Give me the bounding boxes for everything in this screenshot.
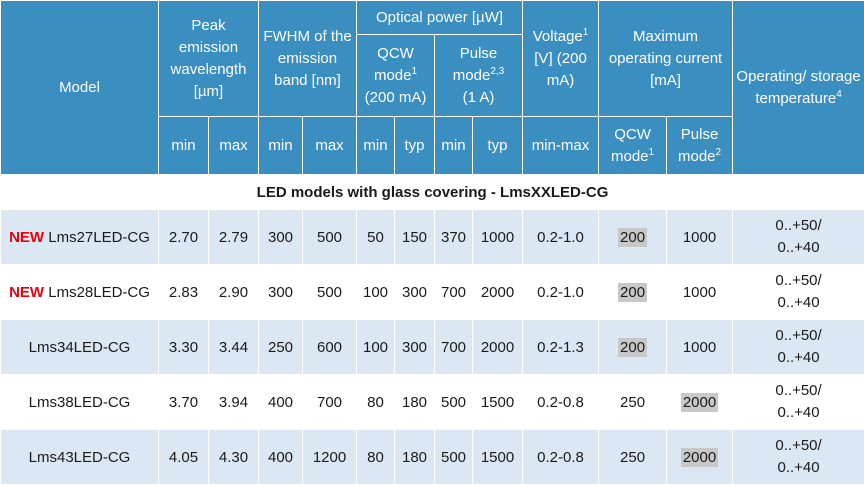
cell-cur-pulse: 2000 bbox=[667, 430, 733, 485]
col-header-peak-wavelength: Peak emission wavelength [µm] bbox=[159, 1, 259, 117]
new-badge: NEW bbox=[9, 284, 44, 301]
cell-peak-min: 2.83 bbox=[159, 265, 209, 320]
col-header-optical-power: Optical power [µW] bbox=[357, 1, 523, 35]
cell-pulse-typ: 1500 bbox=[473, 430, 523, 485]
cell-pulse-typ: 2000 bbox=[473, 320, 523, 375]
cell-pulse-typ: 2000 bbox=[473, 265, 523, 320]
cell-peak-max: 3.94 bbox=[209, 375, 259, 430]
subheader-min-max: min-max bbox=[523, 117, 599, 175]
col-header-model: Model bbox=[1, 1, 159, 175]
cell-voltage: 0.2-1.0 bbox=[523, 265, 599, 320]
cell-qcw-min: 80 bbox=[357, 375, 395, 430]
cell-qcw-typ: 300 bbox=[395, 320, 435, 375]
model-name: Lms38LED-CG bbox=[29, 394, 131, 411]
cell-qcw-typ: 300 bbox=[395, 265, 435, 320]
cell-fwhm-min: 300 bbox=[259, 265, 303, 320]
cell-temperature: 0..+50/0..+40 bbox=[733, 430, 864, 485]
subheader-max: max bbox=[303, 117, 357, 175]
cell-qcw-typ: 150 bbox=[395, 210, 435, 265]
cell-fwhm-max: 500 bbox=[303, 210, 357, 265]
cell-temperature: 0..+50/0..+40 bbox=[733, 210, 864, 265]
col-header-voltage: Voltage1 [V] (200 mA) bbox=[523, 1, 599, 117]
cell-qcw-typ: 180 bbox=[395, 375, 435, 430]
subheader-max: max bbox=[209, 117, 259, 175]
cell-voltage: 0.2-1.0 bbox=[523, 210, 599, 265]
cell-peak-min: 3.70 bbox=[159, 375, 209, 430]
cell-fwhm-max: 1200 bbox=[303, 430, 357, 485]
cell-cur-pulse: 1000 bbox=[667, 210, 733, 265]
cell-model: NEW Lms28LED-CG bbox=[1, 265, 159, 320]
subheader-min: min bbox=[435, 117, 473, 175]
model-name: Lms43LED-CG bbox=[29, 449, 131, 466]
cell-pulse-min: 700 bbox=[435, 320, 473, 375]
cell-fwhm-max: 600 bbox=[303, 320, 357, 375]
cell-peak-max: 4.30 bbox=[209, 430, 259, 485]
cell-pulse-min: 370 bbox=[435, 210, 473, 265]
cell-cur-qcw: 250 bbox=[599, 430, 667, 485]
section-title: LED models with glass covering - LmsXXLE… bbox=[1, 175, 864, 210]
cell-cur-qcw: 200 bbox=[599, 265, 667, 320]
cell-peak-max: 2.90 bbox=[209, 265, 259, 320]
cell-pulse-min: 700 bbox=[435, 265, 473, 320]
cell-model: Lms43LED-CG bbox=[1, 430, 159, 485]
cell-model: NEW Lms27LED-CG bbox=[1, 210, 159, 265]
cell-qcw-min: 100 bbox=[357, 320, 395, 375]
cell-peak-min: 2.70 bbox=[159, 210, 209, 265]
cell-fwhm-max: 700 bbox=[303, 375, 357, 430]
subheader-typ: typ bbox=[473, 117, 523, 175]
cell-peak-max: 2.79 bbox=[209, 210, 259, 265]
cell-temperature: 0..+50/0..+40 bbox=[733, 320, 864, 375]
subheader-qcw-mode: QCW mode1 bbox=[599, 117, 667, 175]
cell-peak-min: 4.05 bbox=[159, 430, 209, 485]
cell-qcw-typ: 180 bbox=[395, 430, 435, 485]
cell-peak-max: 3.44 bbox=[209, 320, 259, 375]
subheader-pulse-mode: Pulse mode2 bbox=[667, 117, 733, 175]
subheader-min: min bbox=[357, 117, 395, 175]
cell-temperature: 0..+50/0..+40 bbox=[733, 265, 864, 320]
cell-qcw-min: 100 bbox=[357, 265, 395, 320]
cell-cur-pulse: 1000 bbox=[667, 265, 733, 320]
cell-cur-qcw: 200 bbox=[599, 210, 667, 265]
cell-fwhm-min: 400 bbox=[259, 430, 303, 485]
cell-qcw-min: 50 bbox=[357, 210, 395, 265]
model-name: Lms28LED-CG bbox=[48, 284, 150, 301]
col-header-qcw-mode: QCW mode1 (200 mA) bbox=[357, 35, 435, 117]
cell-pulse-typ: 1500 bbox=[473, 375, 523, 430]
subheader-typ: typ bbox=[395, 117, 435, 175]
cell-cur-qcw: 250 bbox=[599, 375, 667, 430]
cell-model: Lms34LED-CG bbox=[1, 320, 159, 375]
cell-fwhm-min: 400 bbox=[259, 375, 303, 430]
cell-temperature: 0..+50/0..+40 bbox=[733, 375, 864, 430]
new-badge: NEW bbox=[9, 229, 44, 246]
cell-cur-pulse: 2000 bbox=[667, 375, 733, 430]
cell-qcw-min: 80 bbox=[357, 430, 395, 485]
cell-peak-min: 3.30 bbox=[159, 320, 209, 375]
cell-fwhm-max: 500 bbox=[303, 265, 357, 320]
cell-model: Lms38LED-CG bbox=[1, 375, 159, 430]
cell-cur-pulse: 1000 bbox=[667, 320, 733, 375]
cell-voltage: 0.2-0.8 bbox=[523, 430, 599, 485]
cell-fwhm-min: 250 bbox=[259, 320, 303, 375]
model-name: Lms34LED-CG bbox=[29, 339, 131, 356]
col-header-fwhm: FWHM of the emission band [nm] bbox=[259, 1, 357, 117]
subheader-min: min bbox=[259, 117, 303, 175]
col-header-temperature: Operating/ storage temperature4 bbox=[733, 1, 864, 175]
cell-cur-qcw: 200 bbox=[599, 320, 667, 375]
cell-pulse-min: 500 bbox=[435, 430, 473, 485]
subheader-min: min bbox=[159, 117, 209, 175]
cell-pulse-typ: 1000 bbox=[473, 210, 523, 265]
cell-voltage: 0.2-0.8 bbox=[523, 375, 599, 430]
cell-voltage: 0.2-1.3 bbox=[523, 320, 599, 375]
col-header-max-current: Maximum operating current [mA] bbox=[599, 1, 733, 117]
model-name: Lms27LED-CG bbox=[48, 229, 150, 246]
cell-fwhm-min: 300 bbox=[259, 210, 303, 265]
col-header-pulse-mode: Pulse mode2,3 (1 A) bbox=[435, 35, 523, 117]
cell-pulse-min: 500 bbox=[435, 375, 473, 430]
